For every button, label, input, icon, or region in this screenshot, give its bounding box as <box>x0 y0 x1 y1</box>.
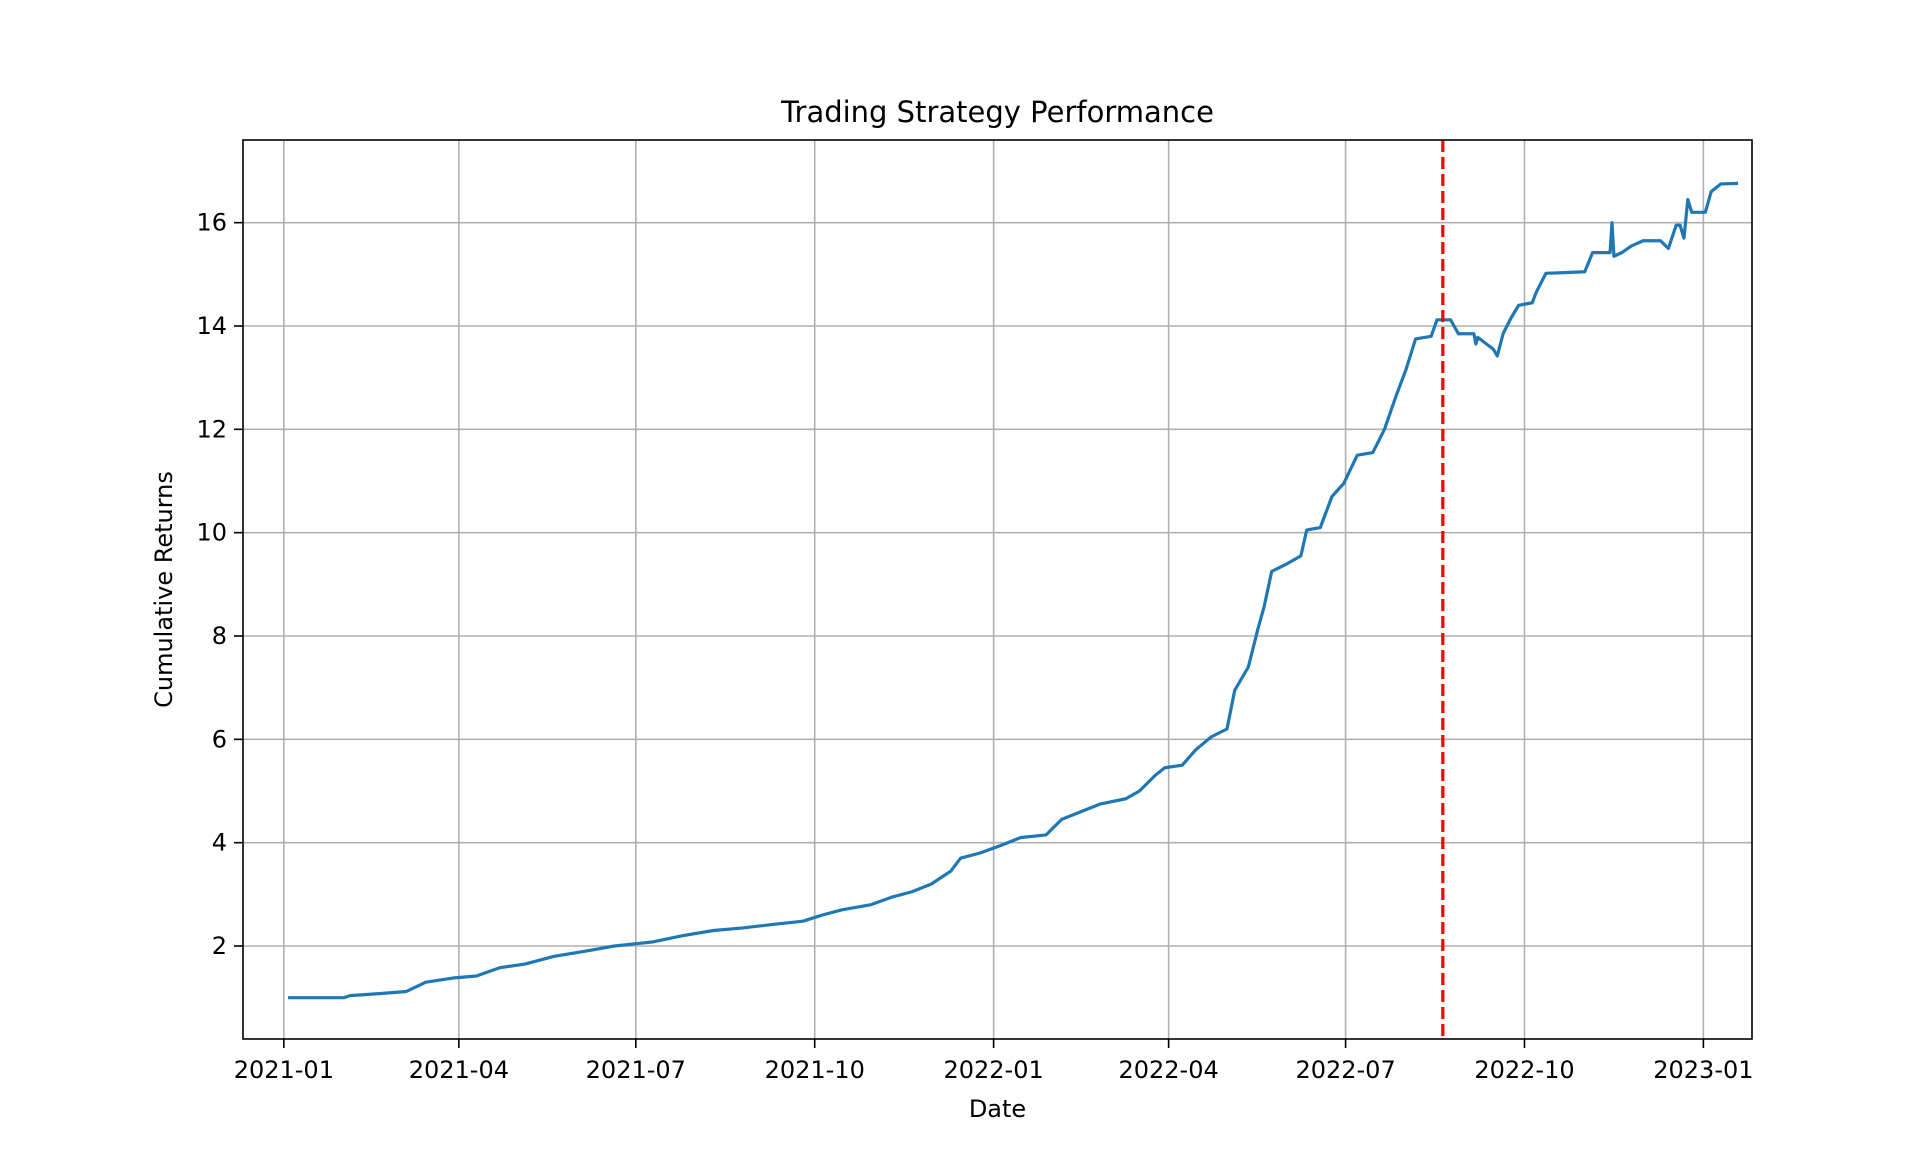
y-tick-label: 8 <box>212 622 227 650</box>
x-tick-label: 2021-07 <box>586 1056 686 1084</box>
x-tick-label: 2022-10 <box>1474 1056 1574 1084</box>
y-tick-label: 14 <box>196 312 227 340</box>
x-tick-label: 2022-07 <box>1295 1056 1395 1084</box>
y-tick-label: 10 <box>196 519 227 547</box>
y-tick-label: 16 <box>196 209 227 237</box>
y-tick-label: 6 <box>212 725 227 753</box>
y-tick-label: 4 <box>212 829 227 857</box>
x-tick-label: 2022-01 <box>943 1056 1043 1084</box>
x-tick-label: 2021-10 <box>765 1056 865 1084</box>
x-tick-label: 2022-04 <box>1118 1056 1218 1084</box>
y-tick-label: 2 <box>212 932 227 960</box>
series-layer <box>288 181 1739 1000</box>
plot-frame <box>242 139 1753 1040</box>
x-tick-label: 2023-01 <box>1653 1056 1753 1084</box>
grid <box>243 140 1752 1039</box>
x-axis: 2021-01 2021-04 2021-07 2021-10 2022-01 2022-… <box>234 1039 1754 1084</box>
x-axis-title: Date <box>969 1095 1026 1123</box>
y-tick-label: 12 <box>196 415 227 443</box>
series-line <box>288 181 1739 1000</box>
x-tick-label: 2021-01 <box>234 1056 334 1084</box>
chart-title: Trading Strategy Performance <box>780 95 1214 129</box>
y-axis: 2 4 6 8 10 12 14 16 <box>196 209 243 960</box>
x-tick-label: 2021-04 <box>409 1056 509 1084</box>
y-axis-title: Cumulative Returns <box>150 471 178 708</box>
